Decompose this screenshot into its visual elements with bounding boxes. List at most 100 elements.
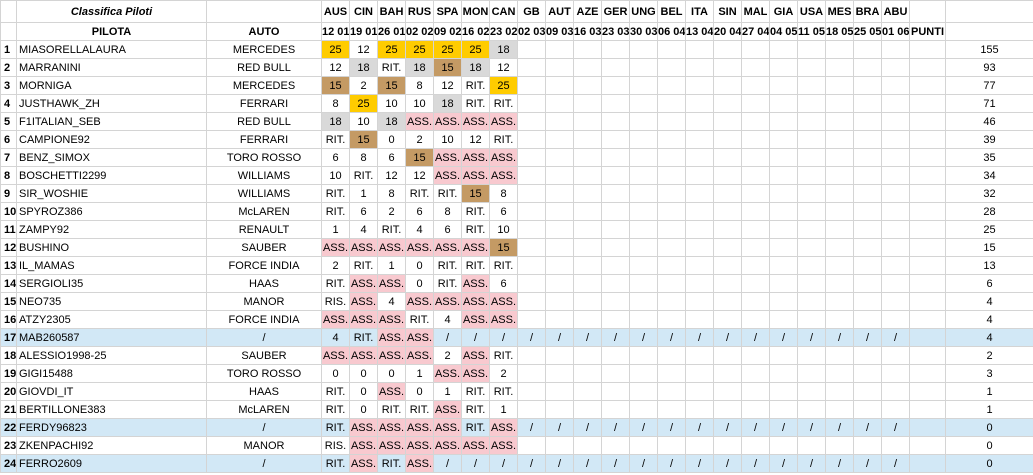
result-cell-empty[interactable] — [657, 112, 686, 131]
result-cell[interactable]: ASS. — [377, 274, 406, 293]
spacer-cell[interactable] — [909, 274, 946, 293]
result-cell-empty[interactable] — [685, 238, 714, 257]
driver-name[interactable]: ATZY2305 — [16, 310, 207, 329]
result-cell-empty[interactable] — [741, 220, 770, 239]
result-cell[interactable]: ASS. — [377, 346, 406, 365]
result-cell-empty[interactable] — [545, 202, 574, 221]
team-name[interactable]: SAUBER — [206, 346, 322, 365]
result-cell-empty[interactable] — [545, 382, 574, 401]
points-cell[interactable]: 28 — [945, 202, 1033, 221]
result-cell-empty[interactable] — [797, 238, 826, 257]
result-cell[interactable]: 10 — [377, 94, 406, 113]
result-cell[interactable]: 8 — [377, 184, 406, 203]
result-cell-empty[interactable] — [545, 40, 574, 59]
result-cell[interactable]: / — [517, 454, 546, 473]
result-cell-empty[interactable] — [825, 364, 854, 383]
result-cell-empty[interactable] — [517, 94, 546, 113]
result-cell-empty[interactable] — [601, 310, 630, 329]
result-cell-empty[interactable] — [517, 400, 546, 419]
result-cell-empty[interactable] — [881, 76, 910, 95]
result-cell[interactable]: ASS. — [461, 436, 490, 455]
result-cell-empty[interactable] — [713, 58, 742, 77]
result-cell-empty[interactable] — [741, 346, 770, 365]
result-cell[interactable]: 25 — [321, 40, 350, 59]
result-cell[interactable]: 25 — [489, 76, 518, 95]
row-position[interactable]: 19 — [0, 364, 17, 383]
race-date-ger[interactable]: 23 03 — [601, 22, 630, 41]
result-cell[interactable]: 25 — [349, 94, 378, 113]
result-cell[interactable]: ASS. — [489, 436, 518, 455]
result-cell[interactable]: 0 — [321, 364, 350, 383]
result-cell[interactable]: 6 — [433, 220, 462, 239]
result-cell-empty[interactable] — [657, 148, 686, 167]
race-date-aus[interactable]: 12 01 — [321, 22, 350, 41]
result-cell-empty[interactable] — [769, 166, 798, 185]
result-cell-empty[interactable] — [797, 436, 826, 455]
result-cell-empty[interactable] — [881, 436, 910, 455]
race-code-ita[interactable]: ITA — [685, 0, 714, 23]
result-cell[interactable]: 1 — [349, 184, 378, 203]
spacer-cell[interactable] — [909, 400, 946, 419]
result-cell-empty[interactable] — [573, 400, 602, 419]
result-cell[interactable]: 10 — [489, 220, 518, 239]
result-cell-empty[interactable] — [545, 238, 574, 257]
result-cell-empty[interactable] — [601, 256, 630, 275]
result-cell-empty[interactable] — [853, 166, 882, 185]
points-cell[interactable]: 46 — [945, 112, 1033, 131]
result-cell[interactable]: 18 — [349, 58, 378, 77]
result-cell-empty[interactable] — [573, 382, 602, 401]
result-cell-empty[interactable] — [853, 148, 882, 167]
result-cell-empty[interactable] — [769, 436, 798, 455]
result-cell-empty[interactable] — [881, 94, 910, 113]
result-cell-empty[interactable] — [657, 76, 686, 95]
result-cell-empty[interactable] — [769, 76, 798, 95]
result-cell-empty[interactable] — [797, 58, 826, 77]
points-cell[interactable]: 71 — [945, 94, 1033, 113]
result-cell[interactable]: RIT. — [321, 274, 350, 293]
result-cell-empty[interactable] — [573, 274, 602, 293]
result-cell[interactable]: 12 — [405, 166, 434, 185]
result-cell[interactable]: RIT. — [321, 454, 350, 473]
driver-name[interactable]: GIOVDI_IT — [16, 382, 207, 401]
points-cell[interactable]: 3 — [945, 364, 1033, 383]
driver-name[interactable]: CAMPIONE92 — [16, 130, 207, 149]
result-cell-empty[interactable] — [657, 40, 686, 59]
result-cell-empty[interactable] — [825, 256, 854, 275]
result-cell[interactable]: / — [657, 454, 686, 473]
result-cell[interactable]: ASS. — [405, 346, 434, 365]
result-cell-empty[interactable] — [797, 400, 826, 419]
result-cell-empty[interactable] — [825, 148, 854, 167]
result-cell-empty[interactable] — [545, 166, 574, 185]
result-cell-empty[interactable] — [657, 256, 686, 275]
result-cell-empty[interactable] — [601, 382, 630, 401]
race-date-ung[interactable]: 30 03 — [629, 22, 658, 41]
result-cell[interactable]: ASS. — [405, 436, 434, 455]
result-cell-empty[interactable] — [713, 76, 742, 95]
driver-name[interactable]: MAB260587 — [16, 328, 207, 347]
result-cell[interactable]: ASS. — [377, 310, 406, 329]
result-cell[interactable]: 18 — [377, 112, 406, 131]
result-cell[interactable]: / — [825, 328, 854, 347]
spacer-cell[interactable] — [909, 238, 946, 257]
result-cell-empty[interactable] — [853, 76, 882, 95]
result-cell-empty[interactable] — [517, 238, 546, 257]
result-cell-empty[interactable] — [797, 310, 826, 329]
row-position[interactable]: 4 — [0, 94, 17, 113]
spacer-cell[interactable] — [909, 310, 946, 329]
race-date-ita[interactable]: 13 04 — [685, 22, 714, 41]
result-cell-empty[interactable] — [853, 94, 882, 113]
result-cell-empty[interactable] — [769, 364, 798, 383]
result-cell[interactable]: / — [601, 418, 630, 437]
points-cell[interactable]: 6 — [945, 274, 1033, 293]
result-cell-empty[interactable] — [797, 292, 826, 311]
result-cell-empty[interactable] — [573, 202, 602, 221]
result-cell[interactable]: / — [545, 328, 574, 347]
result-cell-empty[interactable] — [853, 364, 882, 383]
result-cell-empty[interactable] — [657, 364, 686, 383]
race-date-mal[interactable]: 27 04 — [741, 22, 770, 41]
result-cell[interactable]: 0 — [377, 130, 406, 149]
result-cell-empty[interactable] — [601, 130, 630, 149]
result-cell-empty[interactable] — [825, 292, 854, 311]
result-cell-empty[interactable] — [545, 256, 574, 275]
result-cell-empty[interactable] — [685, 400, 714, 419]
